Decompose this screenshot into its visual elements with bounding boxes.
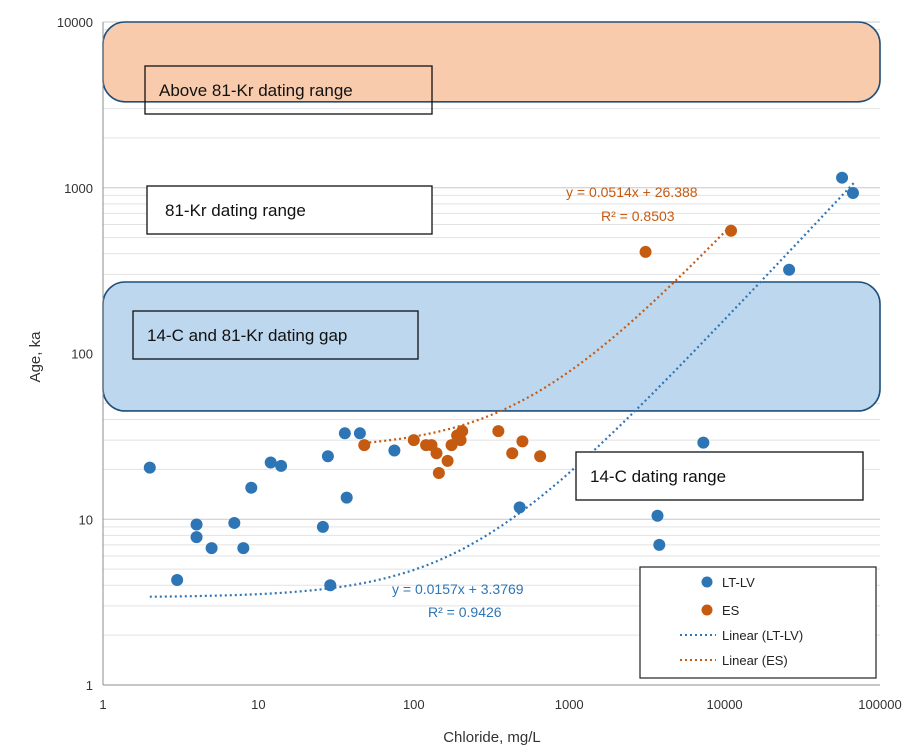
data-points: [143, 171, 859, 592]
point-lt-lv: [338, 427, 351, 440]
x-tick-label: 10: [251, 697, 265, 712]
legend-es-trend-label: Linear (ES): [722, 653, 788, 668]
point-lt-lv: [846, 186, 859, 199]
point-lt-lv: [171, 574, 184, 587]
point-es: [432, 467, 445, 480]
point-lt-lv: [324, 579, 337, 592]
y-tick-label: 100: [71, 347, 93, 362]
point-lt-lv: [316, 520, 329, 533]
point-es: [445, 439, 458, 452]
x-axis-title: Chloride, mg/L: [443, 729, 541, 746]
y-tick-label: 1: [86, 678, 93, 693]
point-lt-lv: [321, 450, 334, 463]
kr-range-label: 81-Kr dating range: [165, 201, 306, 220]
point-es: [516, 435, 529, 448]
gap-label-box: 14-C and 81-Kr dating gap: [132, 310, 419, 360]
y-tick-label: 10: [79, 512, 93, 527]
x-tick-label: 10000: [707, 697, 743, 712]
trendline-linear-es-: [364, 224, 732, 445]
trendlines: [149, 182, 855, 598]
ltlv-r2: R² = 0.9426: [428, 604, 502, 620]
x-tick-label: 1: [99, 697, 106, 712]
y-axis-title: Age, ka: [27, 331, 44, 383]
point-lt-lv: [205, 542, 218, 555]
legend-es-marker: [701, 604, 713, 616]
axes: [102, 22, 880, 686]
ltlv-equation: y = 0.0157x + 3.3769: [392, 581, 524, 597]
point-es: [441, 454, 454, 467]
point-lt-lv: [653, 538, 666, 551]
point-es: [456, 425, 469, 438]
y-tick-label: 1000: [64, 181, 93, 196]
x-tick-labels: 1 10 100 1000 10000 100000: [99, 697, 901, 712]
point-lt-lv: [836, 171, 849, 184]
es-equation: y = 0.0514x + 26.388: [566, 184, 698, 200]
c14-range-label: 14-C dating range: [590, 467, 726, 486]
point-lt-lv: [388, 444, 401, 457]
point-lt-lv: [264, 456, 277, 469]
point-es: [725, 224, 738, 237]
point-es: [454, 434, 467, 447]
above-kr-label-box: Above 81-Kr dating range: [144, 65, 433, 115]
above-kr-label: Above 81-Kr dating range: [159, 81, 353, 100]
point-lt-lv: [143, 461, 156, 474]
point-lt-lv: [190, 531, 203, 544]
legend-ltlv-marker: [701, 576, 713, 588]
point-es: [492, 425, 505, 438]
point-es: [506, 447, 519, 460]
point-es: [639, 245, 652, 258]
es-r2: R² = 0.8503: [601, 208, 675, 224]
point-lt-lv: [228, 516, 241, 529]
kr-range-label-box: 81-Kr dating range: [146, 185, 433, 235]
x-tick-label: 1000: [555, 697, 584, 712]
point-lt-lv: [697, 436, 710, 449]
point-es: [430, 447, 443, 460]
legend: LT-LV ES Linear (LT-LV) Linear (ES): [639, 566, 877, 679]
y-tick-label: 10000: [57, 15, 93, 30]
point-es: [358, 439, 371, 452]
legend-ltlv-label: LT-LV: [722, 575, 755, 590]
c14-range-label-box: 14-C dating range: [575, 451, 864, 501]
y-tick-labels: 1 10 100 1000 10000: [57, 15, 93, 693]
legend-ltlv-trend-label: Linear (LT-LV): [722, 628, 803, 643]
gap-label: 14-C and 81-Kr dating gap: [147, 326, 347, 345]
legend-es-label: ES: [722, 603, 740, 618]
x-tick-label: 100: [403, 697, 425, 712]
band-gap: [102, 281, 881, 412]
point-lt-lv: [190, 518, 203, 531]
point-es: [407, 434, 420, 447]
point-lt-lv: [275, 459, 288, 472]
point-lt-lv: [513, 501, 526, 514]
point-es: [534, 450, 547, 463]
point-lt-lv: [353, 427, 366, 440]
trendline-linear-lt-lv-: [149, 182, 855, 598]
point-lt-lv: [237, 542, 250, 555]
point-lt-lv: [245, 481, 258, 494]
point-lt-lv: [651, 509, 664, 522]
point-lt-lv: [783, 263, 796, 276]
point-lt-lv: [340, 491, 353, 504]
x-tick-label: 100000: [858, 697, 901, 712]
